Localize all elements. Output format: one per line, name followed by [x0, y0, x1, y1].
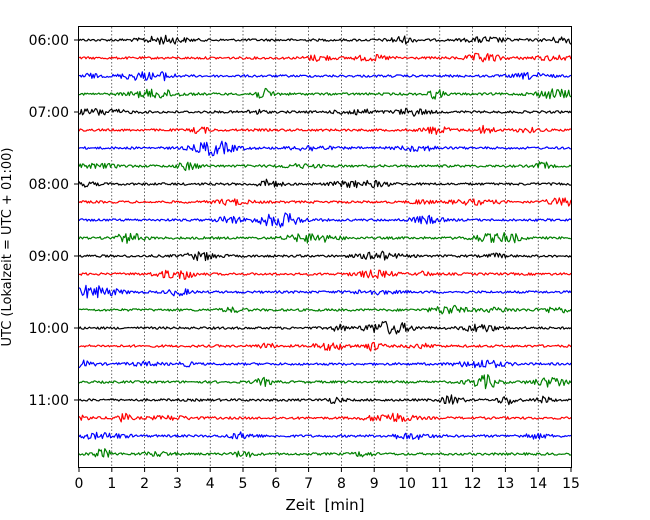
x-tick-label-4: 4 — [206, 476, 215, 492]
trace-0700 — [79, 107, 572, 117]
trace-1015 — [78, 341, 572, 352]
trace-1045 — [78, 374, 572, 390]
trace-0745 — [78, 161, 572, 172]
x-tick-label-8: 8 — [337, 476, 346, 492]
trace-0900 — [78, 250, 572, 262]
y-axis-label: UTC (Lokalzeit = UTC + 01:00) — [0, 148, 15, 347]
x-tick-label-13: 13 — [496, 476, 514, 492]
x-axis-label: Zeit [min] — [285, 496, 364, 514]
y-tick-label-3: 09:00 — [29, 249, 69, 265]
trace-0615 — [78, 52, 572, 63]
trace-0600 — [78, 34, 572, 45]
trace-1100 — [78, 394, 571, 406]
trace-0630 — [78, 71, 572, 82]
x-tick-label-10: 10 — [398, 476, 416, 492]
y-tick-label-2: 08:00 — [29, 177, 69, 193]
trace-0715 — [78, 124, 572, 135]
trace-0945 — [78, 304, 572, 315]
trace-0800 — [78, 178, 572, 189]
trace-1115 — [78, 412, 572, 423]
x-tick-label-1: 1 — [107, 476, 116, 492]
x-tick-label-5: 5 — [239, 476, 248, 492]
trace-0730 — [78, 140, 572, 157]
x-tick-label-2: 2 — [140, 476, 149, 492]
y-tick-label-4: 10:00 — [29, 321, 69, 337]
trace-0645 — [78, 87, 572, 100]
y-axis-ticks: 06:00 07:00 08:00 09:00 10:00 11:00 — [29, 33, 79, 409]
x-axis-ticks: 0 1 2 3 4 5 6 7 8 9 10 11 12 13 14 15 — [75, 467, 580, 492]
trace-0815 — [78, 197, 572, 207]
x-tick-label-11: 11 — [431, 476, 449, 492]
x-tick-label-15: 15 — [562, 476, 580, 492]
trace-1145 — [78, 448, 572, 458]
y-tick-label-0: 06:00 — [29, 33, 69, 49]
x-tick-label-3: 3 — [173, 476, 182, 492]
x-tick-label-7: 7 — [304, 476, 313, 492]
trace-1000 — [78, 320, 572, 335]
trace-1130 — [78, 431, 572, 440]
y-tick-label-5: 11:00 — [29, 393, 69, 409]
traces — [78, 34, 572, 458]
x-tick-label-6: 6 — [271, 476, 280, 492]
plot-frame — [78, 26, 572, 468]
trace-0845 — [78, 232, 572, 244]
trace-0930 — [78, 284, 572, 299]
x-tick-label-9: 9 — [370, 476, 379, 492]
x-tick-label-14: 14 — [529, 476, 547, 492]
y-tick-label-1: 07:00 — [29, 105, 69, 121]
trace-0830 — [78, 212, 572, 228]
trace-0915 — [78, 269, 572, 280]
x-tick-label-0: 0 — [75, 476, 84, 492]
trace-1030 — [78, 359, 572, 369]
x-tick-label-12: 12 — [464, 476, 482, 492]
